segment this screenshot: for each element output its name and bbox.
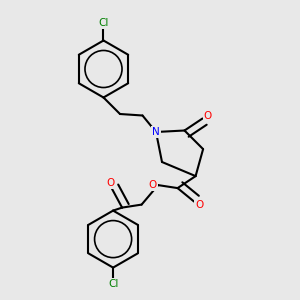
Text: Cl: Cl (98, 17, 109, 28)
Text: Cl: Cl (108, 279, 118, 289)
Text: O: O (148, 180, 157, 190)
Text: N: N (152, 127, 160, 137)
Text: O: O (195, 200, 204, 210)
Text: O: O (204, 111, 212, 121)
Text: O: O (106, 178, 114, 188)
